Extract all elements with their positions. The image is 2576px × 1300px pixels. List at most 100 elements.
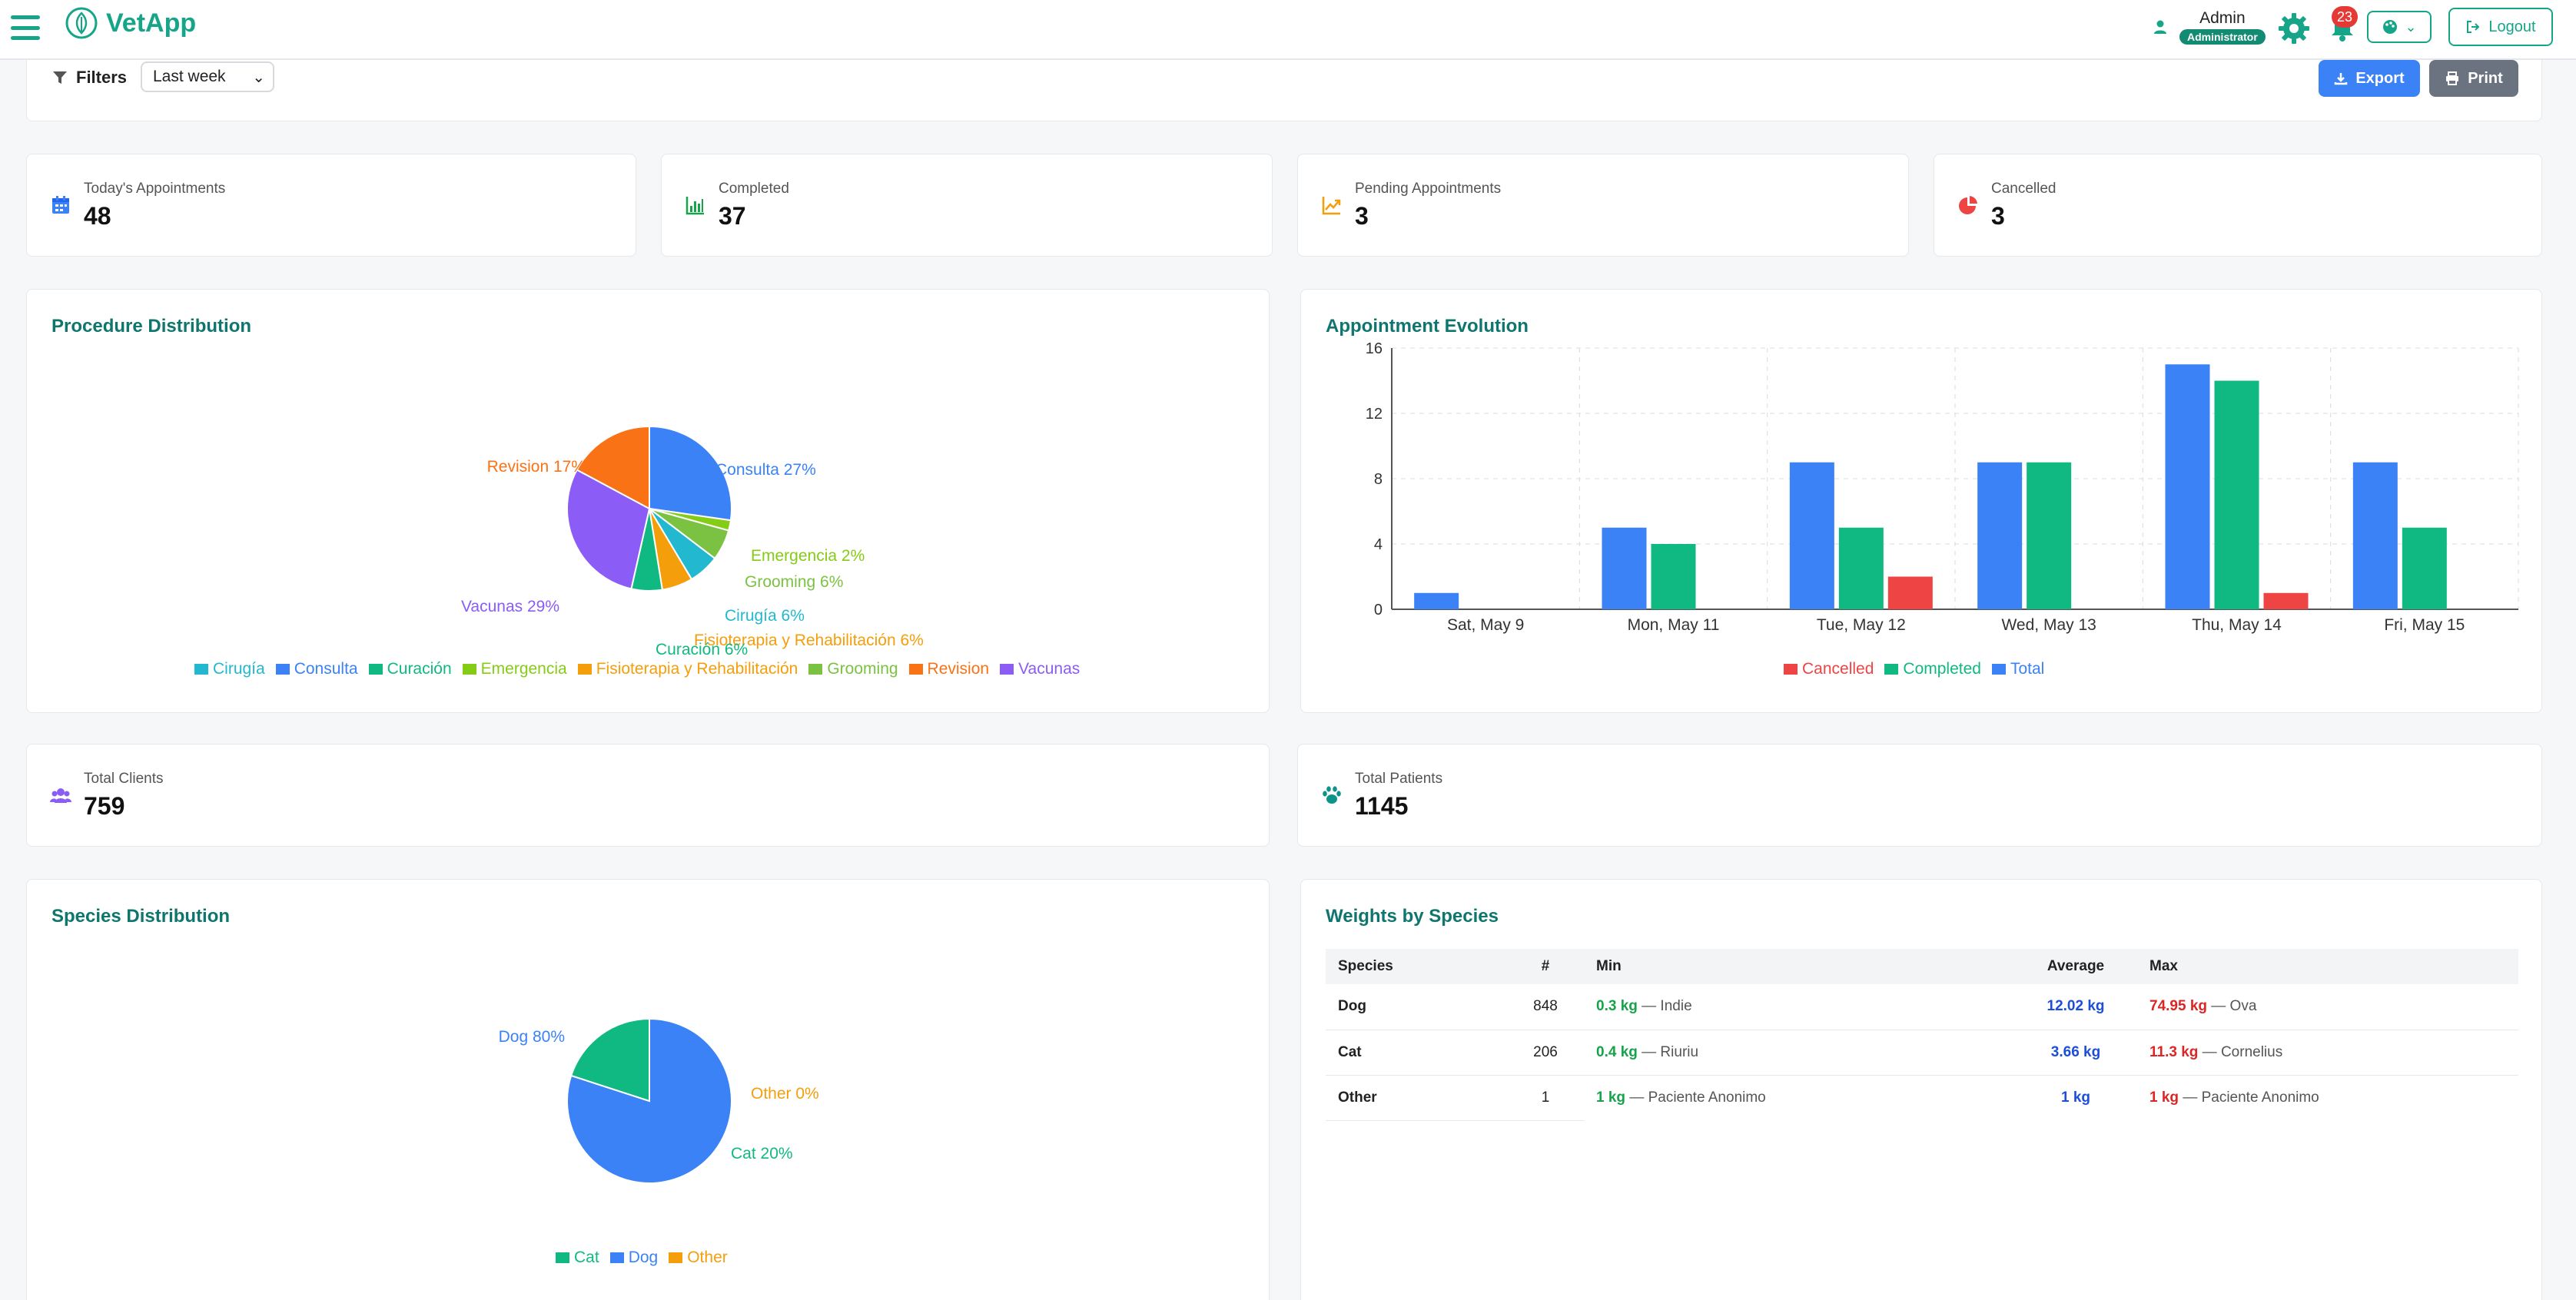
- legend-item[interactable]: Vacunas: [1000, 660, 1080, 678]
- bar-completed[interactable]: [2402, 527, 2447, 609]
- period-select[interactable]: Last week ⌄: [141, 61, 274, 92]
- stat-card-total-patients: Total Patients 1145: [1297, 744, 2542, 847]
- legend-item[interactable]: Cancelled: [1784, 660, 1874, 678]
- bar-total[interactable]: [1977, 462, 2023, 609]
- legend-item[interactable]: Other: [669, 1249, 728, 1267]
- top-bar: VetApp Admin Administrator 23: [0, 0, 2576, 60]
- legend-item[interactable]: Grooming: [808, 660, 898, 678]
- legend-item[interactable]: Cirugía: [194, 660, 265, 678]
- bar-total[interactable]: [1602, 527, 1647, 609]
- col-count: #: [1507, 949, 1584, 984]
- pie-label: Grooming 6%: [745, 573, 843, 591]
- legend-item[interactable]: Cat: [556, 1249, 599, 1267]
- print-button[interactable]: Print: [2429, 60, 2518, 97]
- app-name: VetApp: [106, 8, 197, 38]
- y-tick-label: 16: [1366, 340, 1383, 357]
- legend-label: Curación: [387, 660, 452, 678]
- legend-item[interactable]: Dog: [609, 1249, 658, 1267]
- min-cell: 0.3 kg — Indie: [1584, 984, 2014, 1030]
- legend-item[interactable]: Fisioterapia y Rehabilitación: [577, 660, 798, 678]
- notification-badge: 23: [2332, 6, 2358, 28]
- min-value: 0.3 kg: [1596, 998, 1638, 1015]
- avg-cell: 12.02 kg: [2014, 984, 2137, 1030]
- legend-label: Cancelled: [1802, 660, 1874, 678]
- logout-button[interactable]: Logout: [2448, 8, 2553, 46]
- min-value: 0.4 kg: [1596, 1043, 1638, 1060]
- bar-completed[interactable]: [1838, 527, 1884, 609]
- gear-icon[interactable]: [2276, 11, 2312, 46]
- export-button[interactable]: Export: [2319, 60, 2420, 97]
- pie-slice-cat[interactable]: [569, 1017, 650, 1103]
- bar-cancelled[interactable]: [2263, 592, 2309, 609]
- max-pet: — Ova: [2211, 998, 2257, 1015]
- count-cell: 848: [1507, 984, 1584, 1030]
- count-cell: 206: [1507, 1030, 1584, 1076]
- procedure-distribution-panel: Procedure Distribution Consulta 27% Emerg…: [26, 289, 1270, 713]
- bar-total[interactable]: [1414, 592, 1459, 609]
- stat-value: 1145: [1355, 792, 1409, 820]
- users-icon: [50, 788, 71, 803]
- panel-title: Procedure Distribution: [51, 316, 252, 337]
- period-value: Last week: [153, 68, 226, 85]
- legend-swatch: [808, 664, 823, 675]
- legend-item[interactable]: Total: [1991, 660, 2044, 678]
- legend-swatch: [669, 1252, 683, 1263]
- pie-label: Fisioterapia y Rehabilitación 6%: [694, 632, 924, 649]
- legend-label: Vacunas: [1018, 660, 1081, 678]
- legend-label: Fisioterapia y Rehabilitación: [596, 660, 798, 678]
- bar-completed[interactable]: [1651, 544, 1696, 609]
- species-cell: Dog: [1326, 984, 1507, 1030]
- species-pie-chart: Dog 80% Cat 20% Other 0%: [499, 1017, 819, 1184]
- app-logo[interactable]: VetApp: [65, 6, 196, 40]
- legend-swatch: [609, 1252, 624, 1263]
- min-pet: — Indie: [1642, 998, 1692, 1015]
- legend-swatch: [1000, 664, 1014, 675]
- col-min: Min: [1584, 949, 2014, 984]
- species-distribution-panel: Species Distribution Dog 80% Cat 20% Other…: [26, 879, 1270, 1300]
- bar-total[interactable]: [2165, 364, 2210, 609]
- legend-item[interactable]: Emergencia: [462, 660, 567, 678]
- weights-by-species-panel: Weights by Species Species # Min Average…: [1300, 879, 2542, 1300]
- legend-item[interactable]: Revision: [908, 660, 989, 678]
- theme-button[interactable]: ⌄: [2367, 11, 2432, 43]
- legend-swatch: [194, 664, 208, 675]
- max-cell: 1 kg — Paciente Anonimo: [2137, 1075, 2518, 1120]
- filter-bar: Filters Last week ⌄ Export Print: [26, 60, 2542, 121]
- legend-swatch: [368, 664, 383, 675]
- max-value: 74.95 kg: [2149, 998, 2207, 1015]
- download-icon: [2335, 73, 2348, 85]
- avg-value: 12.02 kg: [2047, 998, 2105, 1015]
- y-tick-label: 8: [1374, 471, 1383, 488]
- max-pet: — Cornelius: [2202, 1043, 2283, 1060]
- procedure-legend: Cirugía Consulta Curación Emergencia Fisiote…: [194, 660, 1080, 678]
- bar-total[interactable]: [2352, 462, 2398, 609]
- pie-label: Cat 20%: [731, 1145, 793, 1162]
- logo-icon: [65, 7, 98, 39]
- user-role-badge: Administrator: [2179, 29, 2266, 45]
- stat-label: Cancelled: [1991, 181, 2056, 197]
- legend-item[interactable]: Curación: [368, 660, 452, 678]
- export-label: Export: [2355, 69, 2405, 87]
- pie-slice-dog[interactable]: [566, 1017, 732, 1184]
- menu-icon[interactable]: [11, 15, 40, 40]
- panel-title: Weights by Species: [1326, 906, 1499, 927]
- bar-completed[interactable]: [2027, 462, 2072, 609]
- x-tick-label: Mon, May 11: [1628, 616, 1720, 634]
- species-legend: Cat Dog Other: [556, 1249, 728, 1267]
- bar-cancelled[interactable]: [1887, 576, 1933, 610]
- pie-slice-consulta[interactable]: [649, 425, 732, 522]
- user-menu[interactable]: Admin Administrator: [2152, 9, 2266, 45]
- logout-icon: [2467, 21, 2480, 33]
- bar-total[interactable]: [1789, 462, 1834, 609]
- legend-swatch: [462, 664, 476, 675]
- user-icon: [2154, 20, 2166, 34]
- pie-slice-revision[interactable]: [576, 425, 650, 510]
- legend-item[interactable]: Completed: [1884, 660, 1981, 678]
- bar-completed[interactable]: [2214, 380, 2259, 610]
- logout-label: Logout: [2488, 18, 2536, 35]
- legend-label: Cirugía: [213, 660, 265, 678]
- pie-slice-vacunas[interactable]: [566, 469, 651, 590]
- legend-label: Cat: [574, 1249, 599, 1266]
- stat-card-today: Today's Appointments 48: [26, 154, 636, 257]
- legend-item[interactable]: Consulta: [275, 660, 358, 678]
